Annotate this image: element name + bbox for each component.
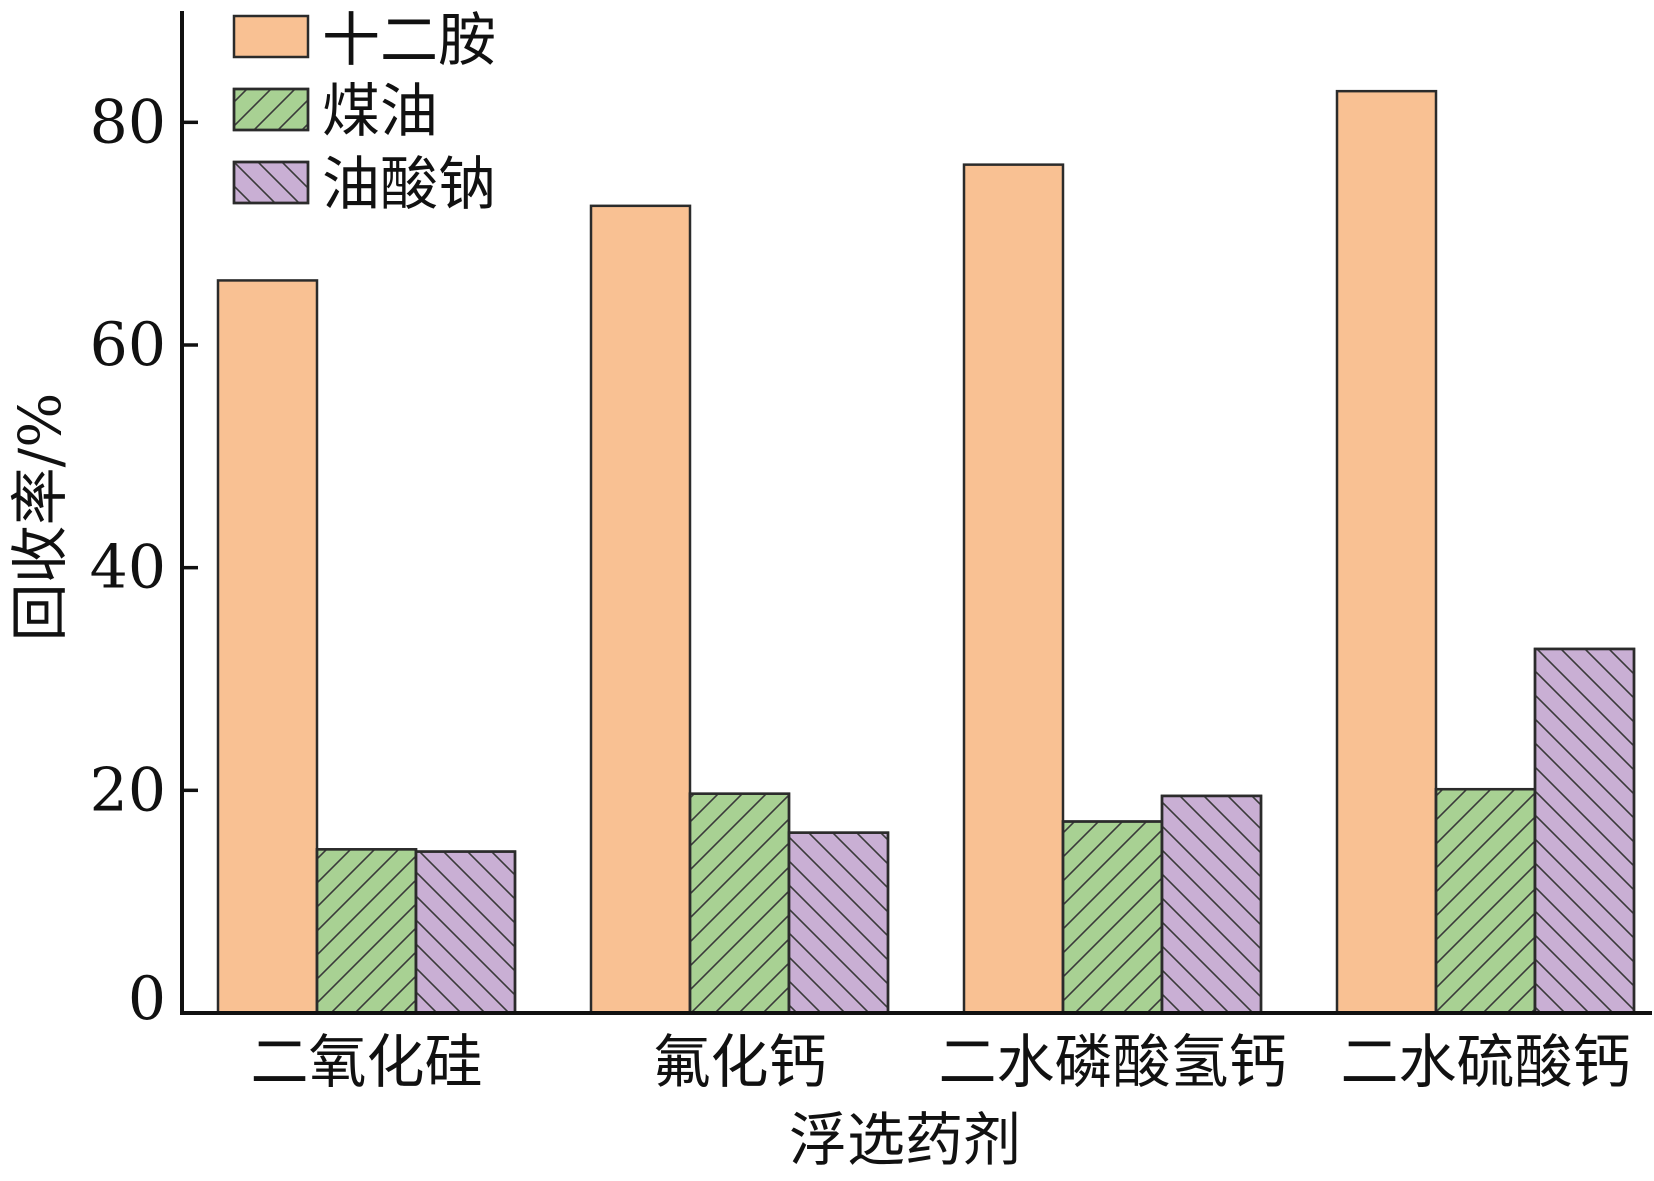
bar-hatch-series-2-category-4 <box>1434 787 1537 1015</box>
bar-hatch-series-2-category-3 <box>1061 820 1164 1015</box>
y-axis-title: 回收率/% <box>6 393 74 642</box>
legend-swatch-hatch-series-3 <box>232 160 310 205</box>
x-tick-label: 二氧化硅 <box>250 1028 482 1096</box>
bars-layer <box>216 89 1636 1015</box>
bar-hatch-series-3-category-2 <box>787 831 890 1015</box>
bar-hatch-series-3-category-1 <box>414 850 517 1015</box>
bar-hatch-series-3-category-4 <box>1533 647 1636 1015</box>
x-tick-label: 二水硫酸钙 <box>1340 1028 1630 1096</box>
legend-item-series-2: 煤油 <box>232 77 438 145</box>
bar-hatch-series-2-category-1 <box>315 848 418 1015</box>
y-tick-label: 80 <box>90 87 166 157</box>
x-tick-label: 二水磷酸氢钙 <box>938 1028 1286 1096</box>
y-tick-label: 20 <box>90 755 166 825</box>
legend-item-series-3: 油酸钠 <box>232 150 496 218</box>
y-tick-label: 0 <box>128 964 166 1034</box>
y-tick-label: 60 <box>90 310 166 380</box>
legend-item-series-1: 十二胺 <box>232 6 496 74</box>
legend-swatch-hatch-series-2 <box>232 87 310 132</box>
legend-swatch-series-1 <box>232 14 310 59</box>
x-tick-label: 氟化钙 <box>652 1028 826 1096</box>
x-axis-title: 浮选药剂 <box>789 1106 1021 1174</box>
bar-hatch-series-3-category-3 <box>1160 794 1263 1015</box>
bar-series-1-category-4 <box>1335 89 1438 1015</box>
bar-series-1-category-3 <box>962 163 1065 1015</box>
y-tick-label: 40 <box>90 533 166 603</box>
bar-series-1-category-2 <box>589 204 692 1015</box>
x-axis-category-labels: 二氧化硅 氟化钙 二水磷酸氢钙 二水硫酸钙 <box>250 1028 1630 1096</box>
bar-hatch-series-2-category-2 <box>688 792 791 1015</box>
legend-label-series-3: 油酸钠 <box>322 150 496 218</box>
legend: 十二胺 煤油 油酸钠 <box>232 6 496 218</box>
legend-label-series-1: 十二胺 <box>322 6 496 74</box>
legend-label-series-2: 煤油 <box>322 77 438 145</box>
y-axis-ticks: 0 20 40 60 80 <box>90 87 198 1034</box>
bar-series-1-category-1 <box>216 279 319 1015</box>
